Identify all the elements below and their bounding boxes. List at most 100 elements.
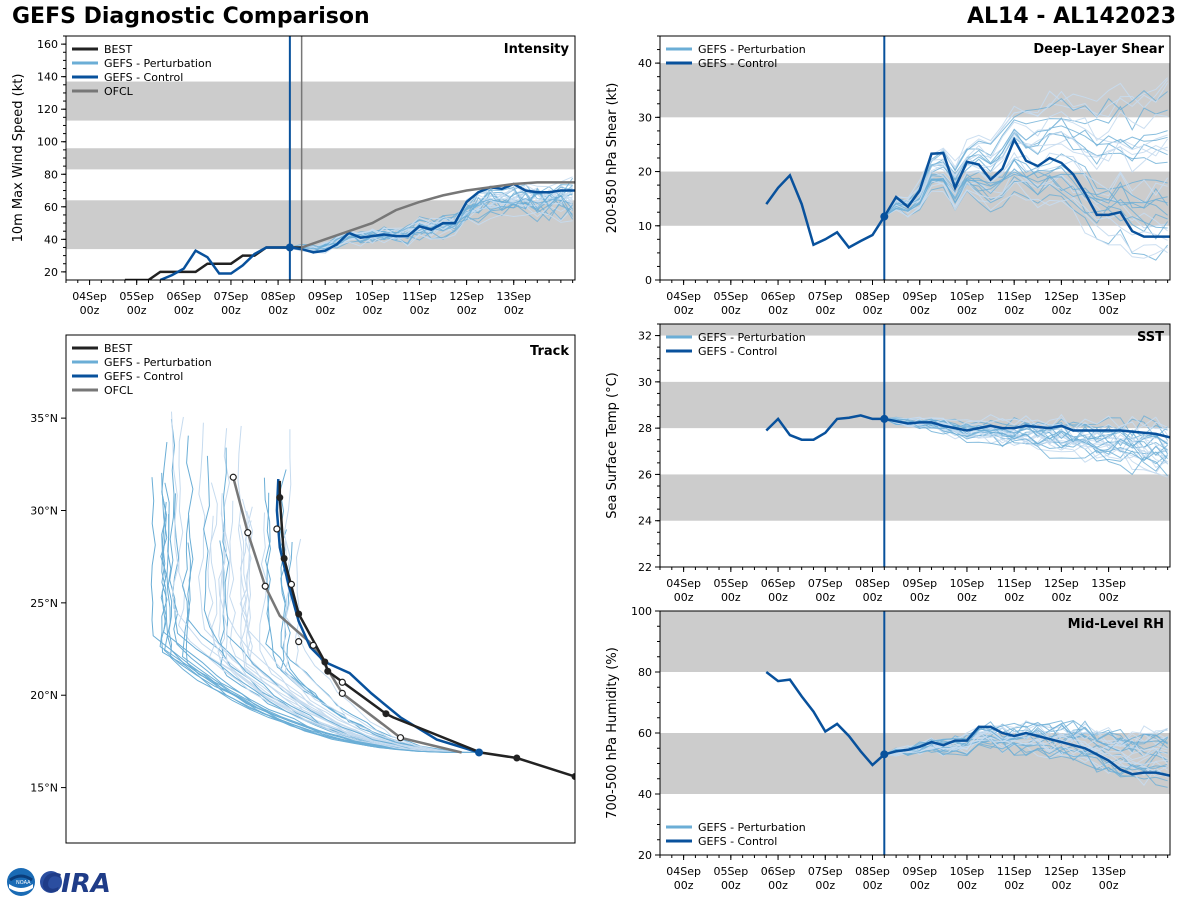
intensity-legend-label: BEST [104, 43, 132, 56]
shear-x-tick-label: 00z [910, 304, 930, 317]
track-legend-label: BEST [104, 342, 132, 355]
rh-x-tick-label: 13Sep [1091, 865, 1126, 878]
shear-x-tick-label: 04Sep [666, 290, 701, 303]
rh-init-point [880, 750, 889, 759]
track-perturbation-line [181, 515, 479, 753]
shear-gefs-control-line [765, 136, 1170, 250]
sst-x-tick-label: 00z [1051, 591, 1071, 604]
track-best-point [295, 610, 303, 618]
rh-legend-label: GEFS - Control [698, 835, 777, 848]
rh-x-tick-label: 00z [863, 879, 883, 892]
shear-y-tick-label: 10 [638, 220, 652, 233]
rh-y-tick-label: 100 [631, 605, 652, 618]
shear-x-tick-label: 00z [674, 304, 694, 317]
intensity-panel: 2040608010012014016004Sep00z05Sep00z06Se… [11, 35, 576, 317]
rh-y-tick-label: 80 [638, 666, 652, 679]
intensity-x-tick-label: 13Sep [496, 290, 531, 303]
track-perturbation-line [222, 447, 478, 753]
shear-perturbation-line [883, 105, 1168, 217]
intensity-x-tick-label: 05Sep [119, 290, 154, 303]
track-ofcl-point [338, 689, 346, 697]
track-ofcl-point [338, 678, 346, 686]
track-perturbation-line [237, 425, 483, 753]
shear-band [660, 63, 1170, 118]
sst-panel: 22242628303204Sep00z05Sep00z06Sep00z07Se… [605, 323, 1171, 604]
intensity-x-tick-label: 00z [268, 304, 288, 317]
track-best-line [278, 480, 575, 778]
track-best-point [571, 772, 575, 780]
sst-perturbation-line [884, 418, 1168, 447]
track-perturbation-line [167, 514, 481, 753]
sst-band [660, 324, 1170, 336]
shear-y-tick-label: 0 [645, 274, 652, 287]
rh-perturbation-line [884, 720, 1168, 755]
shear-y-tick-label: 40 [638, 57, 652, 70]
rh-x-tick-label: 00z [721, 879, 741, 892]
rh-perturbation-line [884, 731, 1168, 761]
sst-x-tick-label: 00z [1099, 591, 1119, 604]
intensity-y-tick-label: 120 [37, 103, 58, 116]
rh-x-tick-label: 06Sep [761, 865, 796, 878]
track-legend-label: OFCL [104, 384, 134, 397]
storm-id-title: AL14 - AL142023 [967, 4, 1176, 29]
track-lat-label: 35°N [30, 412, 58, 425]
shear-x-tick-label: 09Sep [902, 290, 937, 303]
intensity-y-tick-label: 40 [44, 233, 58, 246]
shear-perturbation-line [883, 186, 1168, 261]
shear-x-tick-label: 07Sep [808, 290, 843, 303]
intensity-x-tick-label: 00z [362, 304, 382, 317]
track-ofcl-point [261, 582, 269, 590]
track-perturbation-line [239, 498, 480, 753]
sst-legend-label: GEFS - Perturbation [698, 331, 806, 344]
shear-y-axis-label: 200-850 hPa Shear (kt) [605, 83, 620, 234]
sst-x-tick-label: 10Sep [950, 577, 985, 590]
intensity-y-tick-label: 140 [37, 71, 58, 84]
intensity-perturbation-line [289, 193, 573, 252]
sst-x-tick-label: 00z [815, 591, 835, 604]
track-perturbation-line [259, 512, 481, 753]
track-perturbation-line [178, 416, 478, 753]
sst-x-tick-label: 04Sep [666, 577, 701, 590]
track-ofcl-point [287, 580, 296, 588]
rh-x-tick-label: 12Sep [1044, 865, 1079, 878]
intensity-y-tick-label: 100 [37, 136, 58, 149]
track-panel-title: Track [530, 344, 569, 359]
track-perturbation-line [171, 411, 477, 753]
intensity-legend-label: GEFS - Perturbation [104, 57, 212, 70]
rh-perturbation-line [884, 731, 1168, 773]
rh-x-tick-label: 00z [768, 879, 788, 892]
intensity-x-tick-label: 00z [410, 304, 430, 317]
shear-perturbation-line [884, 175, 1168, 233]
sst-x-tick-label: 00z [768, 591, 788, 604]
sst-x-tick-label: 00z [721, 591, 741, 604]
track-perturbation-line [171, 493, 482, 753]
track-ofcl-point [295, 638, 303, 646]
track-best-point [280, 555, 288, 563]
shear-init-point [880, 212, 889, 221]
intensity-ofcl-line [301, 181, 575, 249]
sst-y-tick-label: 26 [638, 468, 652, 481]
sst-x-tick-label: 08Sep [855, 577, 890, 590]
shear-x-tick-label: 00z [721, 304, 741, 317]
rh-y-tick-label: 60 [638, 727, 652, 740]
shear-x-tick-label: 13Sep [1091, 290, 1126, 303]
shear-x-tick-label: 00z [1099, 304, 1119, 317]
track-legend-label: GEFS - Control [104, 370, 183, 383]
sst-x-tick-label: 00z [863, 591, 883, 604]
shear-perturbation-line [883, 90, 1168, 217]
sst-x-tick-label: 07Sep [808, 577, 843, 590]
shear-perturbation-line [883, 152, 1169, 217]
intensity-y-tick-label: 60 [44, 201, 58, 214]
intensity-band [66, 148, 575, 170]
sst-x-tick-label: 06Sep [761, 577, 796, 590]
sst-x-tick-label: 00z [1004, 591, 1024, 604]
rh-x-tick-label: 08Sep [855, 865, 890, 878]
shear-x-tick-label: 11Sep [997, 290, 1032, 303]
shear-x-tick-label: 00z [768, 304, 788, 317]
track-lat-label: 30°N [30, 504, 58, 517]
sst-frame [659, 323, 1171, 568]
intensity-legend-label: GEFS - Control [104, 71, 183, 84]
rh-y-axis-label: 700-500 hPa Humidity (%) [605, 647, 620, 819]
track-perturbation-line [218, 493, 477, 753]
sst-x-tick-label: 05Sep [713, 577, 748, 590]
